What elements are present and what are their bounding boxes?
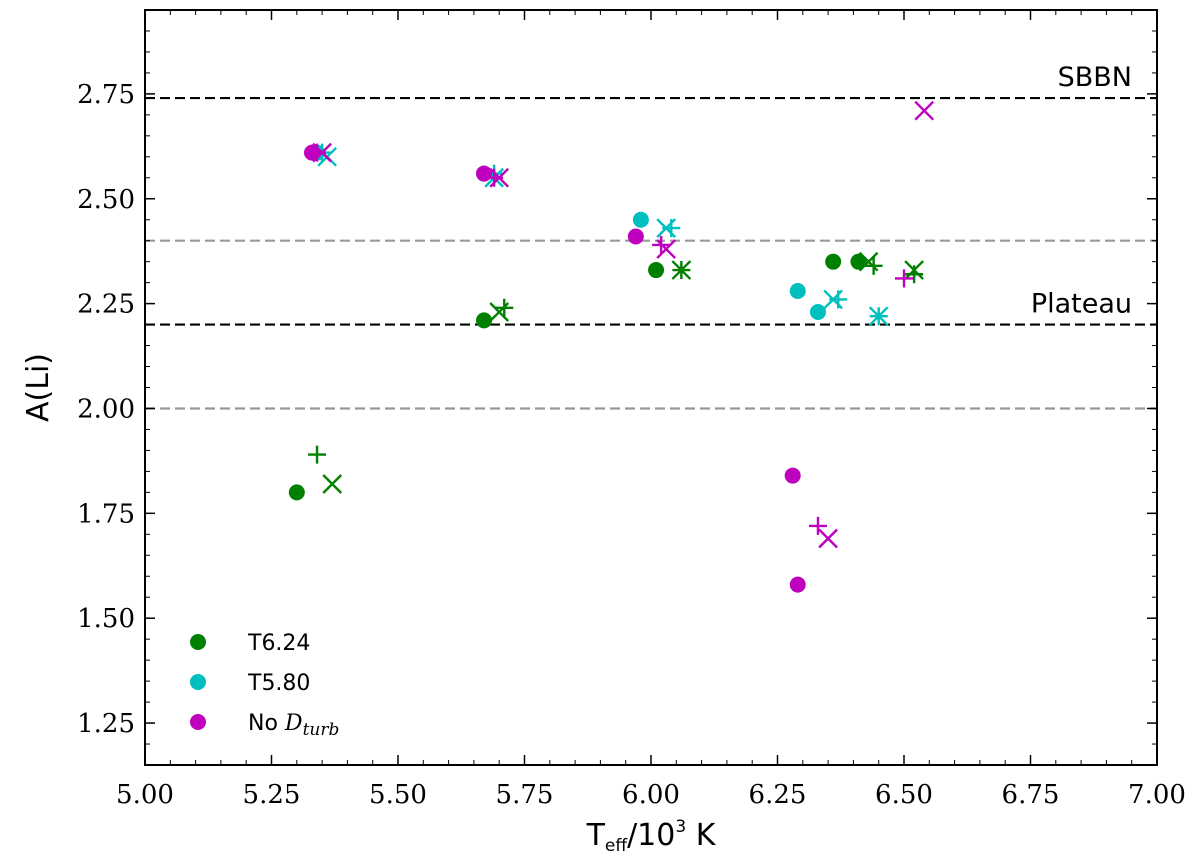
point-circle-t6-24	[476, 312, 493, 329]
point-plus-t6-24	[308, 445, 327, 464]
x-tick-label: 6.75	[1002, 780, 1060, 810]
legend-marker-no-d-turb	[190, 714, 206, 730]
point-cross-t5-80	[868, 306, 889, 327]
y-tick-label: 1.75	[77, 499, 135, 529]
point-cross-t6-24	[671, 260, 692, 280]
point-circle-no-d-turb	[789, 576, 806, 593]
y-tick-label: 2.25	[77, 290, 135, 320]
point-cross-no-d-turb	[312, 142, 332, 163]
x-axis-title: Teff/103 K	[586, 817, 717, 856]
y-tick-label: 2.75	[77, 80, 135, 110]
x-axis-title-sub: eff	[605, 836, 628, 856]
point-circle-t6-24	[850, 253, 867, 270]
y-tick-label: 2.00	[77, 394, 135, 424]
point-cross-no-d-turb	[818, 528, 838, 549]
legend-label-prefix: No	[248, 711, 285, 736]
y-tick-label: 1.25	[77, 709, 135, 739]
point-plus-t6-24	[905, 265, 924, 284]
point-circle-t5-80	[632, 211, 649, 228]
x-tick-label: 5.50	[369, 780, 427, 810]
x-axis-title-unit: K	[686, 818, 717, 853]
point-circle-t6-24	[825, 253, 842, 270]
legend-label-italic: D	[284, 711, 303, 736]
point-cross-no-d-turb	[489, 167, 510, 188]
reference-lines	[145, 96, 1157, 410]
x-tick-label: 6.00	[622, 780, 680, 810]
point-circle-no-d-turb	[627, 228, 644, 245]
point-circle-no-d-turb	[784, 467, 801, 484]
legend-label-t6-24: T6.24	[247, 631, 310, 656]
x-axis-title-sup: 3	[675, 817, 686, 837]
legend-label-no-d-turb: No Dturb	[248, 711, 339, 740]
y-tick-label: 1.50	[77, 604, 135, 634]
point-circle-t6-24	[288, 484, 305, 501]
x-axis-title-main: T	[586, 818, 606, 853]
legend: T6.24 T5.80 No Dturb	[190, 631, 339, 740]
x-tick-label: 6.25	[749, 780, 807, 810]
point-cross-no-d-turb	[914, 100, 935, 121]
x-tick-label: 7.00	[1128, 780, 1186, 810]
point-circle-t5-80	[809, 304, 826, 320]
data-points	[288, 100, 935, 593]
legend-label-sub: turb	[303, 720, 340, 740]
point-cross-t5-80	[823, 289, 844, 310]
x-tick-label: 5.25	[243, 780, 301, 810]
annotations: SBBN Plateau	[1031, 62, 1132, 320]
point-cross-t6-24	[858, 251, 879, 272]
annotation-plateau: Plateau	[1031, 289, 1132, 320]
y-axis-title: A(Li)	[21, 353, 56, 422]
point-cross-no-d-turb	[656, 239, 677, 259]
point-plus-no-d-turb	[808, 516, 827, 535]
x-tick-label: 5.75	[496, 780, 554, 810]
point-circle-no-d-turb	[476, 165, 493, 182]
tick-labels: 5.00 5.25 5.50 5.75 6.00 6.25 6.50 6.75 7.00 1.25…	[77, 80, 1186, 810]
point-plus-no-d-turb	[895, 269, 913, 288]
point-cross-t5-80	[656, 218, 677, 238]
point-cross-t6-24	[322, 474, 343, 494]
x-tick-label: 5.00	[116, 780, 174, 810]
x-tick-label: 6.50	[875, 780, 933, 810]
point-cross-t6-24	[904, 260, 924, 280]
point-circle-t5-80	[789, 283, 806, 300]
plot-frame	[144, 9, 1158, 766]
x-axis-title-rest: /10	[627, 818, 675, 853]
point-circle-t6-24	[648, 262, 665, 279]
point-cross-t6-24	[489, 302, 510, 322]
legend-marker-t5-80	[190, 674, 206, 690]
y-tick-label: 2.50	[77, 185, 135, 215]
legend-label-t5-80: T5.80	[247, 671, 310, 696]
legend-marker-t6-24	[190, 634, 206, 650]
annotation-sbbn: SBBN	[1058, 62, 1132, 93]
